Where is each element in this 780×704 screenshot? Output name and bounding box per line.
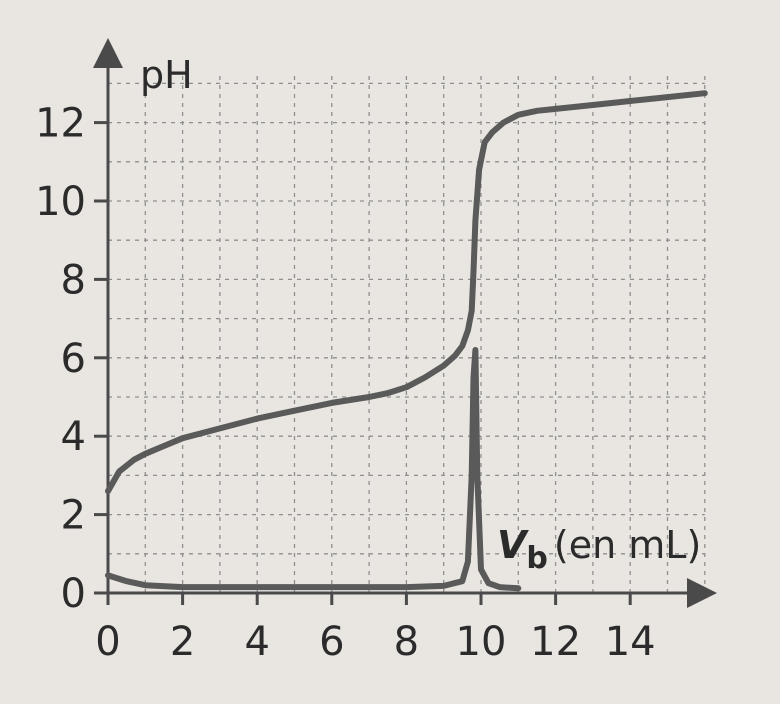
derivative-curve [105,347,522,592]
x-tick-label: 6 [319,619,344,665]
x-tick-label: 12 [530,619,581,665]
y-tick-label: 12 [35,101,86,147]
ph-curve [105,90,708,495]
x-tick-label: 2 [170,619,195,665]
x-axis-label: Vb (en mL) [497,523,701,576]
x-axis-label-main: V [497,523,529,567]
y-tick-label: 2 [61,493,86,539]
y-tick-label: 8 [61,257,86,303]
x-axis-label-unit: (en mL) [554,523,701,567]
y-tick-label: 0 [61,571,86,617]
x-tick-label: 4 [244,619,269,665]
y-axis-label: pH [140,53,193,97]
x-tick-label: 0 [95,619,120,665]
y-tick-label: 10 [35,179,86,225]
y-tick-label: 6 [61,336,86,382]
x-tick-label: 8 [394,619,419,665]
x-tick-label: 14 [605,619,656,665]
y-tick-label: 4 [61,414,86,460]
y-tick-labels: 0 2 4 6 8 10 12 [35,101,86,617]
axis-ticks [94,121,632,605]
x-tick-labels: 0 2 4 6 8 10 12 14 [95,619,655,665]
grid [108,75,706,593]
x-axis-label-sub: b [526,541,547,576]
x-tick-label: 10 [456,619,507,665]
